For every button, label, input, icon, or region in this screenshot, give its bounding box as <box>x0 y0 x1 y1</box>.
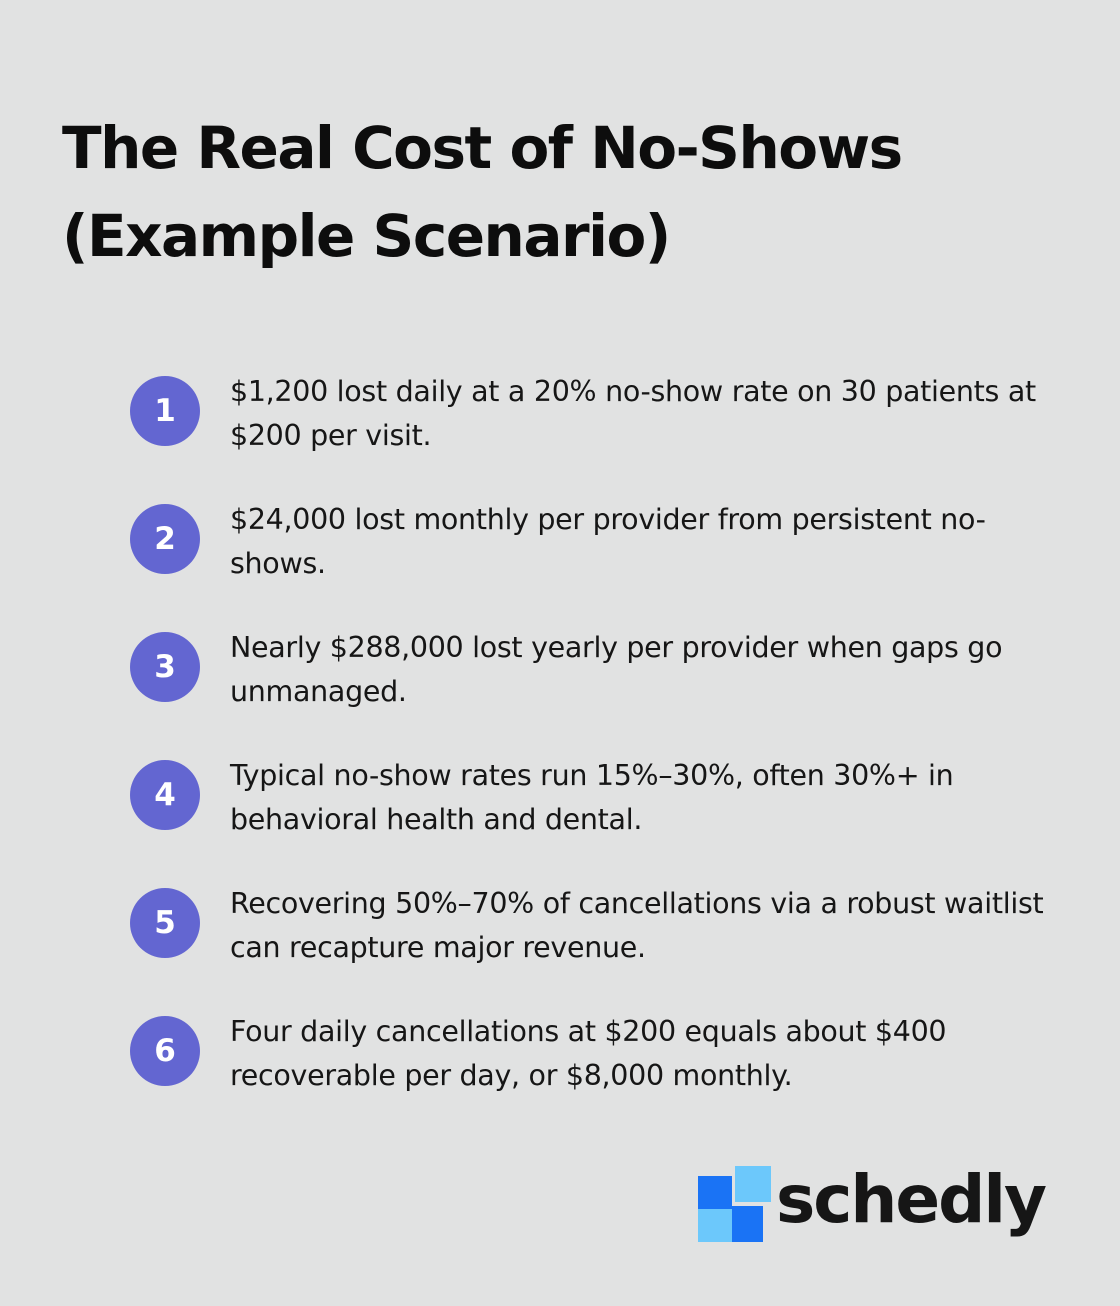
page-title: The Real Cost of No-Shows (Example Scena… <box>62 104 1052 280</box>
list-item: 5 Recovering 50%–70% of cancellations vi… <box>130 882 1060 982</box>
number-badge: 6 <box>130 1016 200 1086</box>
list-item-text: Typical no-show rates run 15%–30%, often… <box>230 759 954 836</box>
logo-mark-icon <box>698 1166 771 1242</box>
list-item-text: $1,200 lost daily at a 20% no-show rate … <box>230 375 1036 452</box>
logo-wordmark: schedly <box>776 1161 1047 1238</box>
list-item-text: $24,000 lost monthly per provider from p… <box>230 503 986 580</box>
number-badge: 1 <box>130 376 200 446</box>
list-item-text: Nearly $288,000 lost yearly per provider… <box>230 631 1003 708</box>
number-badge: 4 <box>130 760 200 830</box>
list-item: 1 $1,200 lost daily at a 20% no-show rat… <box>130 370 1060 470</box>
number-badge: 5 <box>130 888 200 958</box>
schedly-logo: schedly <box>698 1161 1068 1246</box>
title-line-1: The Real Cost of No-Shows <box>62 114 903 182</box>
list-item-text: Four daily cancellations at $200 equals … <box>230 1015 947 1092</box>
list-item: 6 Four daily cancellations at $200 equal… <box>130 1010 1060 1110</box>
list-item: 4 Typical no-show rates run 15%–30%, oft… <box>130 754 1060 854</box>
list-item: 3 Nearly $288,000 lost yearly per provid… <box>130 626 1060 726</box>
number-badge: 3 <box>130 632 200 702</box>
list-item-text: Recovering 50%–70% of cancellations via … <box>230 887 1044 964</box>
number-badge: 2 <box>130 504 200 574</box>
list-item: 2 $24,000 lost monthly per provider from… <box>130 498 1060 598</box>
title-line-2: (Example Scenario) <box>62 202 671 270</box>
